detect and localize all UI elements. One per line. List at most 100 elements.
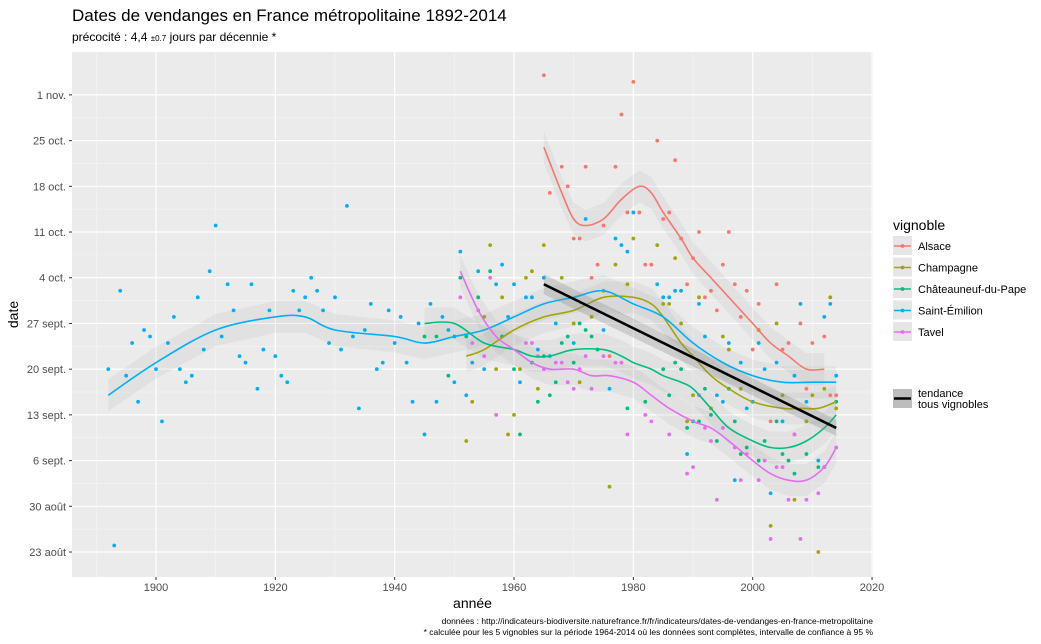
confidence-band [543, 131, 825, 386]
data-point [816, 458, 821, 463]
data-point [673, 288, 678, 293]
data-point [524, 341, 528, 345]
data-point [476, 269, 481, 274]
data-point [720, 399, 725, 404]
data-point [506, 432, 510, 437]
data-point [291, 288, 296, 293]
data-point [720, 262, 725, 267]
data-point [792, 432, 797, 437]
data-point [655, 138, 660, 143]
data-point [804, 419, 809, 424]
data-point [428, 301, 433, 306]
data-point [243, 360, 248, 365]
data-point [518, 367, 522, 372]
data-point [744, 406, 749, 411]
data-point [535, 386, 540, 391]
data-point [679, 367, 683, 372]
data-point [685, 282, 689, 287]
data-point [583, 328, 588, 332]
y-tick-label: 27 sept. [27, 318, 66, 330]
data-point [553, 380, 558, 385]
y-tick-label: 13 sept. [27, 410, 66, 422]
data-point [774, 465, 779, 470]
data-point [524, 275, 528, 280]
data-point [219, 334, 224, 339]
data-point [709, 288, 713, 293]
data-point [750, 347, 755, 352]
data-point [351, 334, 355, 339]
data-point [488, 275, 493, 280]
data-point [273, 354, 278, 358]
data-point [410, 399, 415, 404]
data-point [691, 465, 695, 470]
data-point [177, 367, 182, 372]
data-point [631, 210, 636, 215]
data-point [416, 321, 421, 326]
x-tick-label: 1920 [263, 582, 287, 594]
footnote-method: * calculée pour les 5 vignobles sur la p… [423, 627, 873, 637]
data-point [565, 334, 570, 339]
data-point [124, 373, 129, 378]
data-point [285, 380, 290, 385]
data-point [345, 204, 349, 208]
data-point [685, 471, 689, 476]
confidence-band [466, 281, 837, 425]
data-point [464, 393, 469, 398]
data-point [380, 360, 385, 365]
y-tick-label: 23 août [29, 547, 66, 559]
data-point [559, 360, 564, 365]
smooth-line [543, 146, 825, 371]
data-point [327, 341, 331, 345]
data-point [500, 295, 504, 300]
data-point [738, 386, 743, 391]
data-point [703, 386, 707, 391]
data-point [738, 315, 743, 319]
series-points-saint-milion [106, 204, 839, 548]
data-point [446, 328, 451, 332]
data-point [792, 373, 797, 378]
data-point [661, 217, 666, 221]
data-point [530, 269, 534, 274]
data-point [482, 354, 487, 358]
data-point [786, 497, 791, 502]
data-point [661, 301, 666, 306]
data-point [541, 243, 546, 247]
data-point [697, 230, 701, 234]
data-point [738, 452, 743, 456]
data-point [619, 112, 624, 117]
data-point [786, 341, 791, 345]
data-point [732, 282, 737, 287]
subtitle-prefix: précocité : 4,4 [72, 30, 151, 44]
data-point [625, 406, 630, 411]
data-point [160, 419, 164, 424]
data-point [732, 419, 737, 424]
data-point [828, 295, 833, 300]
data-point [744, 288, 749, 293]
data-point [559, 341, 564, 345]
legend-label: Alsace [918, 241, 951, 253]
data-point [601, 223, 606, 228]
data-point [756, 301, 761, 306]
data-point [142, 328, 146, 332]
data-point [822, 386, 827, 391]
legend-key-point [900, 287, 905, 291]
data-point [619, 360, 624, 365]
data-point [577, 236, 582, 241]
data-point [565, 184, 570, 189]
data-point [798, 321, 803, 326]
legend-trend-label: tous vignobles [918, 399, 989, 411]
data-point [613, 262, 618, 267]
data-point [685, 452, 689, 456]
footnote-source: données : http://indicateurs-biodiversit… [441, 616, 873, 626]
data-point [697, 301, 701, 306]
data-point [756, 341, 761, 345]
data-point [589, 315, 594, 319]
data-point [744, 445, 749, 450]
data-point [768, 491, 773, 496]
data-point [524, 295, 528, 300]
data-point [392, 341, 397, 345]
data-point [458, 295, 463, 300]
data-point [804, 452, 809, 456]
data-point [541, 275, 546, 280]
